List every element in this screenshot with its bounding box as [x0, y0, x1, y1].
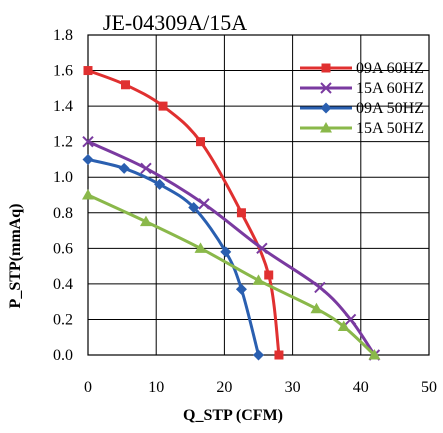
legend-swatch-marker [320, 102, 332, 114]
data-point [82, 135, 94, 148]
x-tick-label: 0 [84, 379, 92, 396]
data-point [310, 302, 323, 314]
data-point [253, 349, 264, 361]
data-point [194, 242, 207, 253]
data-point [256, 242, 268, 255]
x-tick-labels: 0 10 20 30 40 50 [84, 379, 437, 396]
legend: 09A 60HZ 15A 60HZ 09A 50HZ 15A 50HZ [300, 60, 424, 137]
data-point [236, 208, 246, 218]
data-point [158, 101, 168, 111]
x-tick-label: 40 [353, 379, 369, 396]
legend-label: 09A 60HZ [356, 60, 424, 77]
series-line [87, 193, 376, 357]
data-point [154, 178, 166, 190]
chart-title: JE-04309A/15A [103, 10, 247, 35]
data-point [121, 80, 131, 90]
y-tick-label: 0.4 [53, 276, 73, 293]
legend-item: 09A 60HZ [300, 60, 424, 77]
y-tick-label: 0.8 [53, 205, 73, 222]
y-tick-label: 1.8 [53, 27, 73, 44]
legend-label: 15A 60HZ [356, 80, 424, 97]
y-tick-label: 1.2 [53, 134, 73, 151]
data-point [82, 189, 94, 200]
data-point [196, 137, 206, 147]
series-line [87, 157, 260, 356]
data-point [118, 162, 130, 174]
legend-swatch-marker [320, 82, 332, 94]
series-lines [82, 66, 381, 361]
data-point [198, 198, 210, 210]
y-tick-label: 0.6 [53, 240, 73, 257]
y-tick-labels: 0.0 0.2 0.4 0.6 0.8 1.0 1.2 1.4 1.6 1.8 [53, 27, 73, 364]
y-axis-label: P_STP(mmAq) [7, 204, 24, 309]
series-2 [82, 153, 264, 361]
legend-item: 15A 50HZ [300, 120, 424, 137]
y-tick-label: 1.4 [53, 98, 73, 115]
data-point [252, 274, 265, 285]
x-tick-label: 10 [148, 379, 164, 396]
y-tick-label: 1.0 [53, 169, 73, 186]
data-point [274, 350, 284, 360]
y-tick-label: 1.6 [53, 63, 73, 80]
data-point [314, 281, 326, 294]
data-point [368, 349, 381, 360]
series-1 [82, 135, 381, 361]
legend-swatch-marker [320, 122, 332, 133]
legend-label: 09A 50HZ [356, 100, 424, 117]
data-point [337, 320, 350, 332]
series-0 [83, 66, 284, 360]
series-3 [82, 189, 381, 360]
legend-item: 15A 60HZ [300, 80, 424, 97]
data-point [82, 153, 94, 165]
legend-item: 09A 50HZ [300, 100, 424, 117]
data-point [264, 270, 274, 280]
legend-swatch-marker [321, 63, 331, 73]
data-point [140, 162, 152, 175]
x-tick-label: 20 [216, 379, 232, 396]
data-point [83, 66, 93, 76]
x-tick-label: 30 [285, 379, 301, 396]
data-point [188, 201, 200, 213]
data-point [235, 283, 247, 295]
y-tick-label: 0.0 [53, 347, 73, 364]
x-tick-label: 50 [421, 379, 437, 396]
data-point [344, 313, 357, 326]
data-point [139, 215, 152, 227]
legend-label: 15A 50HZ [356, 120, 424, 137]
data-point [220, 246, 232, 258]
y-tick-label: 0.2 [53, 311, 73, 328]
x-axis-label: Q_STP (CFM) [183, 407, 283, 424]
